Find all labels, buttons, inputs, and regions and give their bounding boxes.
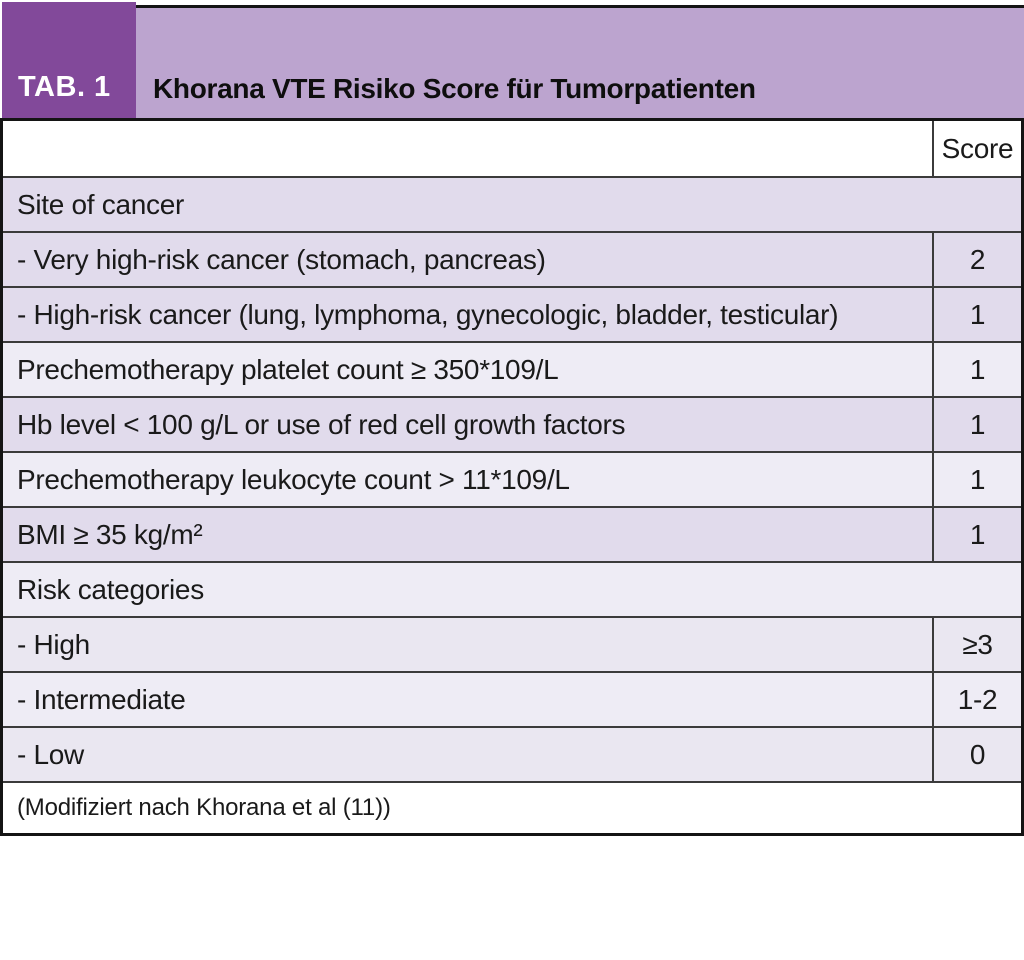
row-score: 0 xyxy=(932,728,1021,781)
table-row-risk-low: - Low 0 xyxy=(3,726,1021,781)
row-label: Hb level < 100 g/L or use of red cell gr… xyxy=(17,408,626,440)
table-title-band: Khorana VTE Risiko Score für Tumorpatien… xyxy=(136,5,1024,118)
table-row-platelet-count: Prechemotherapy platelet count ≥ 350*109… xyxy=(3,341,1021,396)
row-label: - High xyxy=(17,628,90,660)
table-row-leukocyte-count: Prechemotherapy leukocyte count > 11*109… xyxy=(3,451,1021,506)
row-score: 1-2 xyxy=(932,673,1021,726)
table-row-bmi: BMI ≥ 35 kg/m² 1 xyxy=(3,506,1021,561)
row-score: 2 xyxy=(932,233,1021,286)
table-number-tag: TAB. 1 xyxy=(2,2,136,118)
table-row-risk-high: - High ≥3 xyxy=(3,616,1021,671)
khorana-score-table: Score Site of cancer - Very high-risk ca… xyxy=(0,118,1024,836)
table-row-very-high-risk: - Very high-risk cancer (stomach, pancre… xyxy=(3,231,1021,286)
table-title: Khorana VTE Risiko Score für Tumorpatien… xyxy=(153,73,756,104)
table-row-risk-intermediate: - Intermediate 1-2 xyxy=(3,671,1021,726)
section-row-site-of-cancer: Site of cancer xyxy=(3,176,1021,231)
table-row-hb-level: Hb level < 100 g/L or use of red cell gr… xyxy=(3,396,1021,451)
row-label: BMI ≥ 35 kg/m² xyxy=(17,518,203,550)
score-column-header: Score xyxy=(932,121,1021,176)
section-row-risk-categories: Risk categories xyxy=(3,561,1021,616)
empty-header-cell xyxy=(3,121,932,176)
row-label: - Intermediate xyxy=(17,683,186,715)
footnote-text: (Modifiziert nach Khorana et al (11)) xyxy=(17,794,391,821)
table-row-high-risk: - High-risk cancer (lung, lymphoma, gyne… xyxy=(3,286,1021,341)
row-label: Prechemotherapy platelet count ≥ 350*109… xyxy=(17,353,559,385)
row-score: 1 xyxy=(932,508,1021,561)
column-header-row: Score xyxy=(3,121,1021,176)
footnote-row: (Modifiziert nach Khorana et al (11)) xyxy=(3,781,1021,833)
row-score: 1 xyxy=(932,398,1021,451)
section-label: Site of cancer xyxy=(17,188,184,220)
row-score: 1 xyxy=(932,288,1021,341)
row-score: ≥3 xyxy=(932,618,1021,671)
table-number-label: TAB. 1 xyxy=(18,71,111,103)
section-label: Risk categories xyxy=(17,573,204,605)
row-score: 1 xyxy=(932,453,1021,506)
row-label: - Very high-risk cancer (stomach, pancre… xyxy=(17,243,546,275)
row-score: 1 xyxy=(932,343,1021,396)
row-label: - High-risk cancer (lung, lymphoma, gyne… xyxy=(17,298,839,330)
row-label: - Low xyxy=(17,738,84,770)
row-label: Prechemotherapy leukocyte count > 11*109… xyxy=(17,463,570,495)
